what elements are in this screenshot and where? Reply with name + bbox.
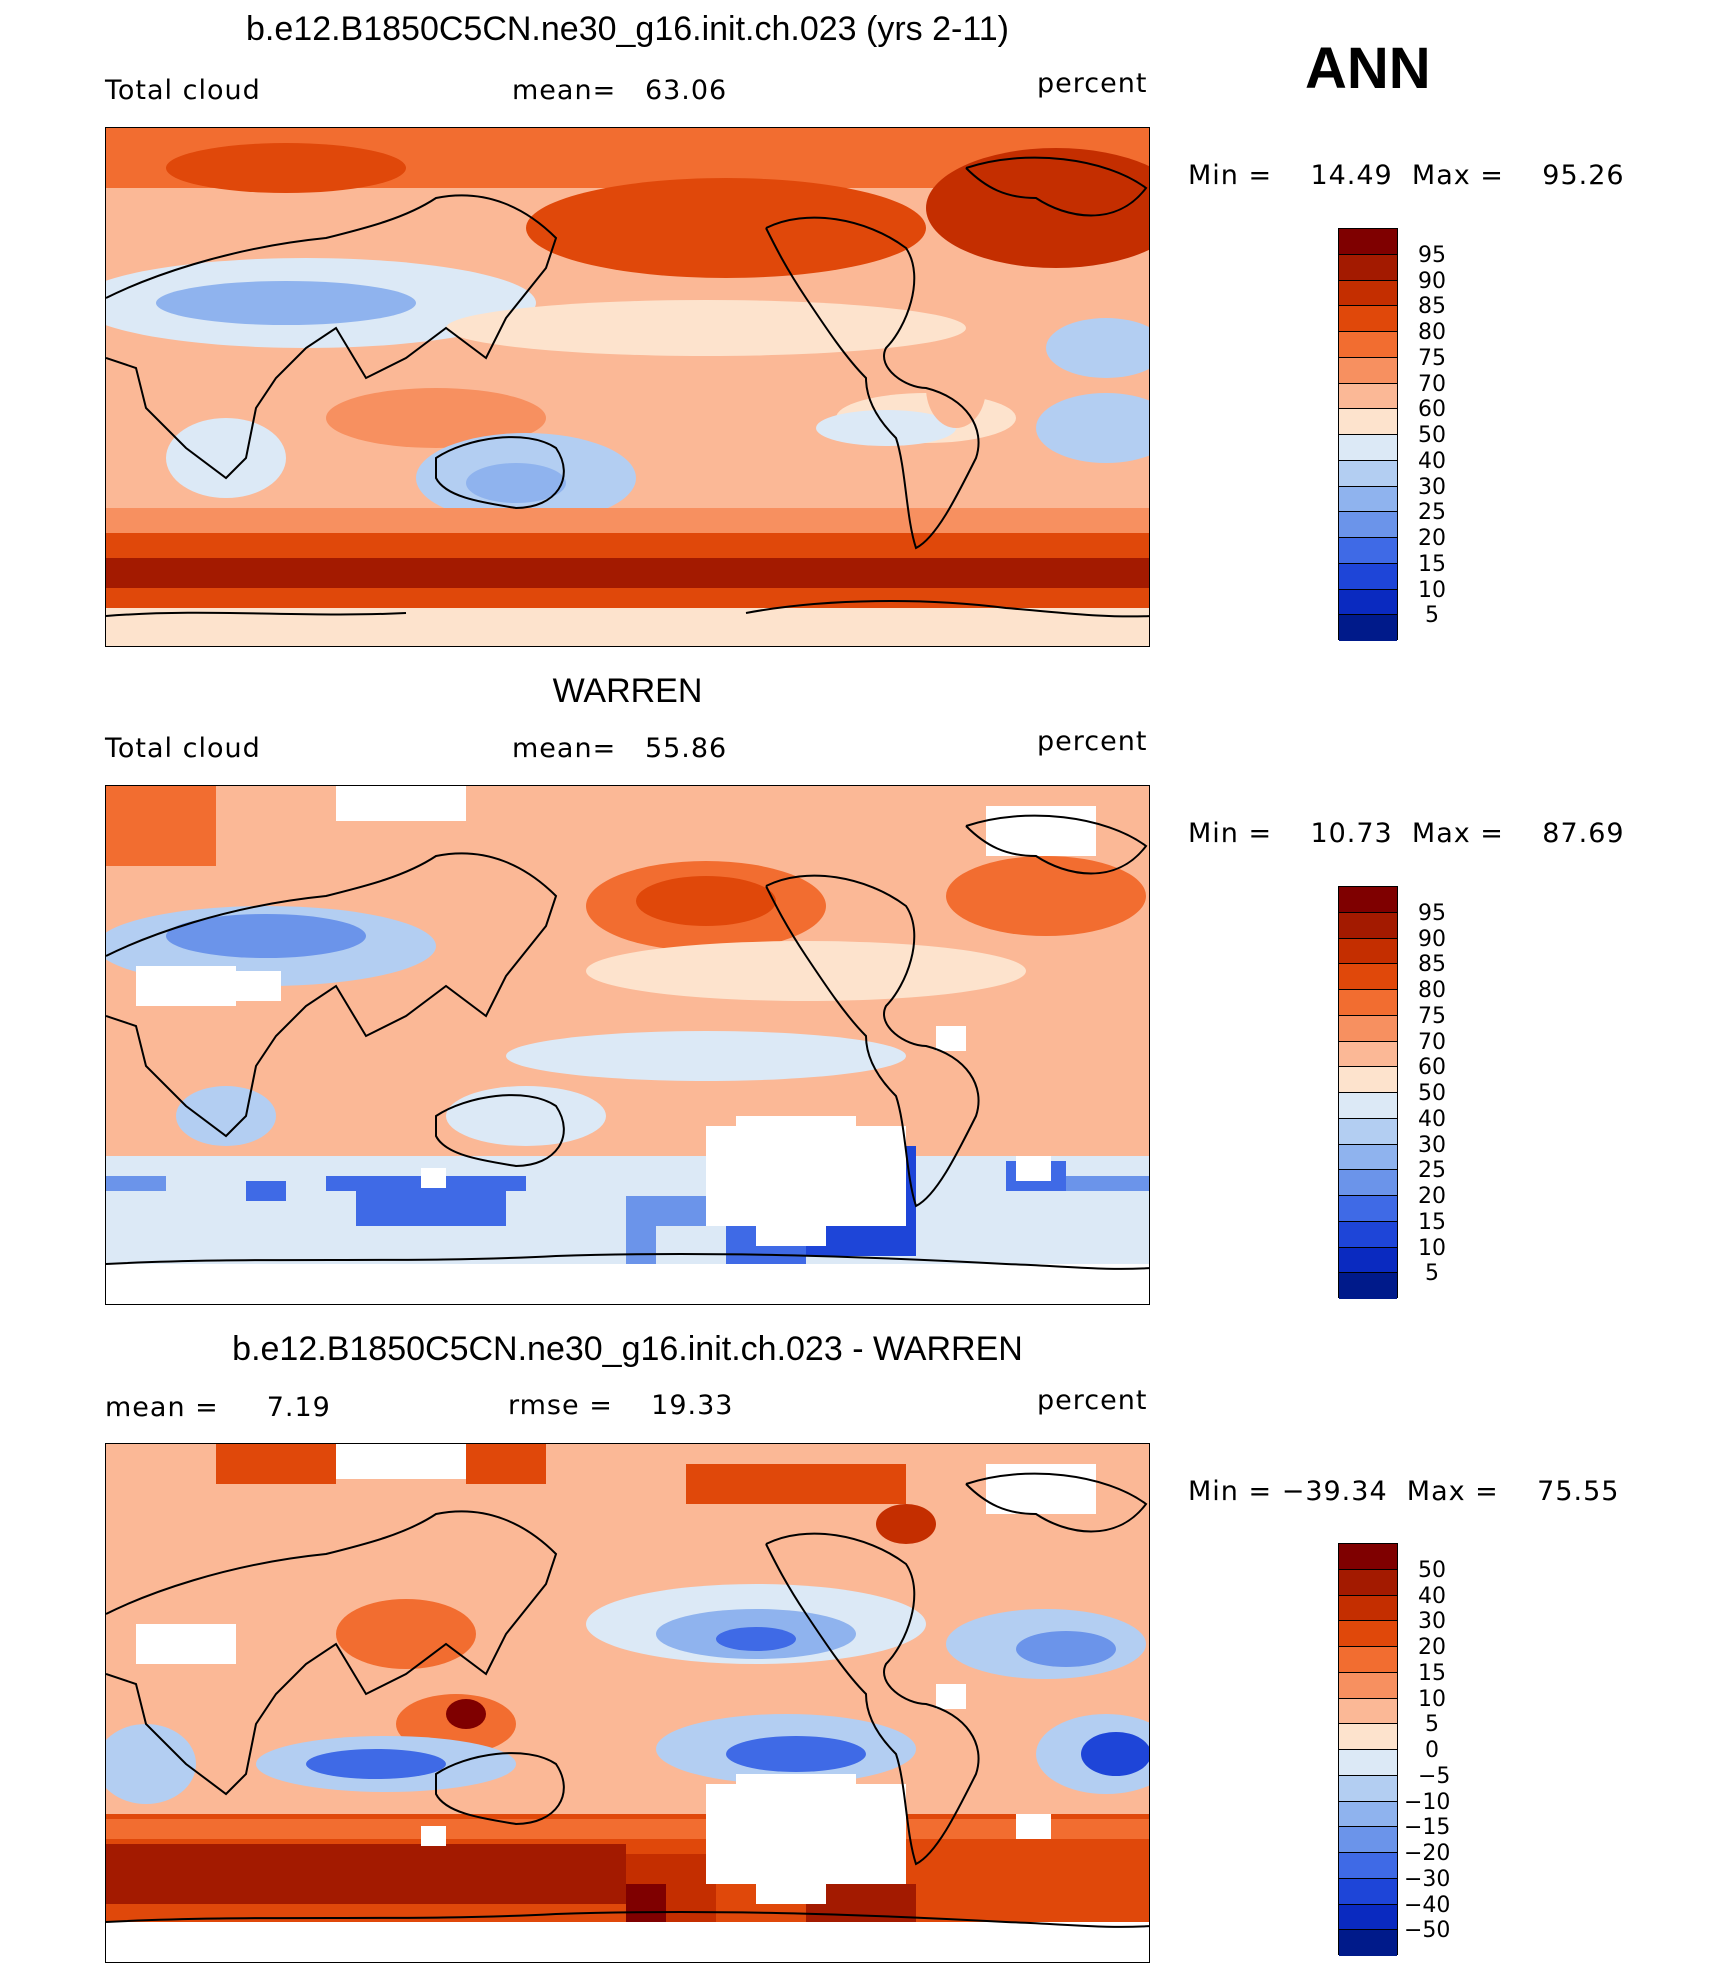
panel1-mean: mean= 63.06 bbox=[512, 75, 728, 106]
panel2-mean: mean= 55.86 bbox=[512, 733, 728, 764]
panel2-cb-label: 70 bbox=[1418, 1030, 1446, 1055]
panel2-units: percent bbox=[1037, 726, 1148, 757]
panel3-cb-label: 15 bbox=[1418, 1661, 1446, 1686]
panel3-colorbar bbox=[1338, 1543, 1398, 1956]
panel1-cb-label: 80 bbox=[1418, 320, 1446, 345]
panel1-cb-label: 85 bbox=[1418, 294, 1446, 319]
panel3-title: b.e12.B1850C5CN.ne30_g16.init.ch.023 - W… bbox=[232, 1330, 1023, 1368]
panel2-cb-label: 20 bbox=[1418, 1184, 1446, 1209]
panel3-cb-label: −40 bbox=[1404, 1893, 1451, 1918]
panel3-cb-label: −5 bbox=[1418, 1764, 1451, 1789]
panel2-cb-label: 75 bbox=[1418, 1004, 1446, 1029]
panel2-cb-label: 90 bbox=[1418, 927, 1446, 952]
panel2-cb-label: 25 bbox=[1418, 1158, 1446, 1183]
panel3-cb-label: 20 bbox=[1418, 1635, 1446, 1660]
panel3-map bbox=[105, 1443, 1150, 1963]
panel2-map-svg bbox=[106, 786, 1149, 1304]
panel1-cb-label: 5 bbox=[1425, 603, 1439, 628]
panel1-minmax: Min = 14.49 Max = 95.26 bbox=[1188, 160, 1625, 191]
panel2-cb-label: 40 bbox=[1418, 1107, 1446, 1132]
panel2-title: WARREN bbox=[552, 672, 703, 710]
panel1-cb-label: 75 bbox=[1418, 346, 1446, 371]
panel1-cb-label: 30 bbox=[1418, 475, 1446, 500]
panel1-colorbar bbox=[1338, 228, 1398, 641]
panel1-cb-label: 90 bbox=[1418, 269, 1446, 294]
panel3-cb-label: −20 bbox=[1404, 1841, 1451, 1866]
panel1-cb-label: 50 bbox=[1418, 423, 1446, 448]
panel2-cb-label: 10 bbox=[1418, 1236, 1446, 1261]
panel2-colorbar bbox=[1338, 886, 1398, 1299]
panel1-cb-label: 40 bbox=[1418, 449, 1446, 474]
panel3-cb-label: 50 bbox=[1418, 1558, 1446, 1583]
panel1-map bbox=[105, 127, 1150, 647]
panel3-rmse: rmse = 19.33 bbox=[508, 1390, 734, 1421]
panel2-cb-label: 80 bbox=[1418, 978, 1446, 1003]
panel2-cb-label: 50 bbox=[1418, 1081, 1446, 1106]
panel2-map bbox=[105, 785, 1150, 1305]
panel2-cb-label: 95 bbox=[1418, 901, 1446, 926]
panel1-cb-label: 25 bbox=[1418, 500, 1446, 525]
panel1-cb-label: 20 bbox=[1418, 526, 1446, 551]
panel2-cb-label: 15 bbox=[1418, 1210, 1446, 1235]
panel2-left-label: Total cloud bbox=[105, 733, 261, 764]
panel3-minmax: Min = −39.34 Max = 75.55 bbox=[1188, 1476, 1620, 1507]
panel3-cb-label: −15 bbox=[1404, 1815, 1451, 1840]
panel1-cb-label: 60 bbox=[1418, 397, 1446, 422]
panel2-minmax: Min = 10.73 Max = 87.69 bbox=[1188, 818, 1625, 849]
panel3-cb-label: 30 bbox=[1418, 1609, 1446, 1634]
panel3-cb-label: −10 bbox=[1404, 1790, 1451, 1815]
panel1-left-label: Total cloud bbox=[105, 75, 261, 106]
panel1-cb-label: 95 bbox=[1418, 243, 1446, 268]
panel3-cb-label: 40 bbox=[1418, 1584, 1446, 1609]
panel2-cb-label: 60 bbox=[1418, 1055, 1446, 1080]
panel3-mean: mean = 7.19 bbox=[105, 1392, 331, 1423]
panel2-cb-label: 30 bbox=[1418, 1133, 1446, 1158]
panel1-map-svg bbox=[106, 128, 1149, 646]
panel1-cb-label: 10 bbox=[1418, 578, 1446, 603]
panel3-cb-label: 5 bbox=[1425, 1712, 1439, 1737]
panel2-cb-label: 85 bbox=[1418, 952, 1446, 977]
panel3-cb-label: 0 bbox=[1425, 1738, 1439, 1763]
panel3-cb-label: 10 bbox=[1418, 1687, 1446, 1712]
season-label: ANN bbox=[1305, 36, 1431, 101]
panel1-cb-label: 70 bbox=[1418, 372, 1446, 397]
panel3-units: percent bbox=[1037, 1385, 1148, 1416]
panel3-cb-label: −50 bbox=[1404, 1918, 1451, 1943]
panel3-cb-label: −30 bbox=[1404, 1867, 1451, 1892]
panel2-cb-label: 5 bbox=[1425, 1261, 1439, 1286]
panel1-units: percent bbox=[1037, 68, 1148, 99]
panel1-cb-label: 15 bbox=[1418, 552, 1446, 577]
panel3-map-svg bbox=[106, 1444, 1149, 1962]
panel1-title: b.e12.B1850C5CN.ne30_g16.init.ch.023 (yr… bbox=[246, 10, 1009, 48]
